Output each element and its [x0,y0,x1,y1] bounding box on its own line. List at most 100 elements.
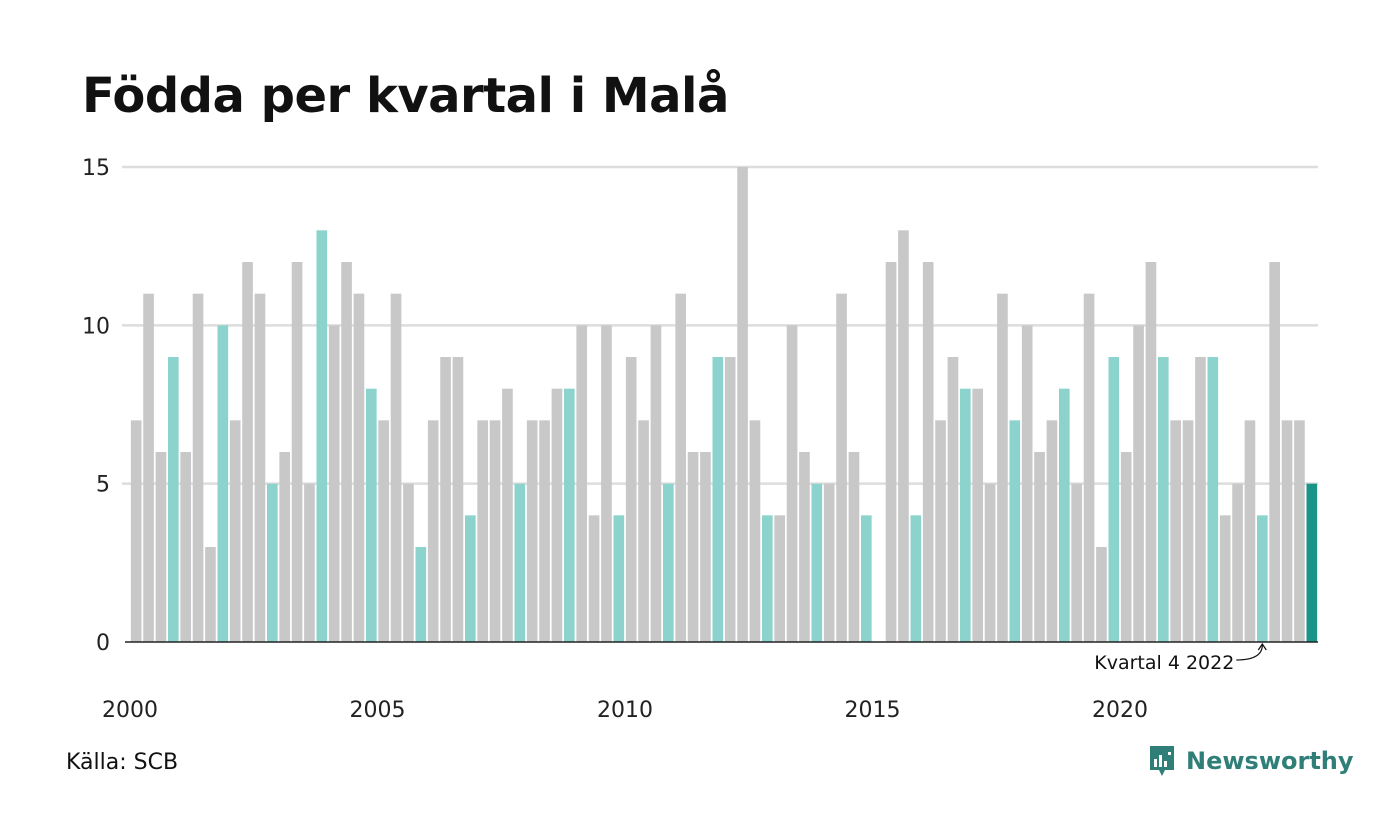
bar [823,483,835,642]
bar [749,420,761,642]
bar [576,325,588,642]
bar [786,325,798,642]
bar [588,515,600,642]
bar [328,325,340,642]
bar [1207,357,1219,642]
bar [799,452,810,642]
bar [1306,483,1318,642]
bar [638,420,649,642]
bar [947,357,959,642]
bar [192,293,204,642]
annotation-label: Kvartal 4 2022 [1094,652,1234,674]
bar [489,420,501,642]
bar [650,325,662,642]
bar [910,515,922,642]
bar [341,262,352,642]
bar [229,420,241,642]
bar [440,357,451,642]
bar [1058,388,1070,642]
bar [1083,293,1095,642]
bar [390,293,402,642]
bar [502,388,513,642]
bar [217,325,229,642]
bar [836,293,847,642]
bar [514,483,526,642]
bar [353,293,365,642]
bar [1256,515,1268,642]
bar [452,357,464,642]
bar [464,515,476,642]
bar [539,420,550,642]
bar [1071,483,1083,642]
bar [700,452,711,642]
brand-name: Newsworthy [1186,747,1354,775]
bar [1157,357,1169,642]
bar [403,483,414,642]
bars [130,167,1318,643]
bar [155,452,167,642]
x-tick-label: 2000 [102,698,158,723]
bar [427,420,439,642]
bar [526,420,538,642]
x-tick-label: 2010 [597,698,653,723]
bar [712,357,724,642]
bar [1281,420,1293,642]
bar [130,420,142,642]
newsworthy-logo-icon [1150,746,1174,776]
source-note: Källa: SCB [66,750,179,775]
x-tick-label: 2020 [1092,698,1148,723]
x-tick-label: 2005 [350,698,406,723]
bar [997,293,1008,642]
bar [774,515,786,642]
bar [959,388,971,642]
bar [1120,452,1132,642]
bar [205,547,216,642]
bar [601,325,612,642]
bar [761,515,773,642]
bar [1108,357,1120,642]
bar [1170,420,1182,642]
bar [1009,420,1021,642]
bar [180,452,192,642]
annotation-arrow [1236,644,1263,661]
bar [922,262,934,642]
bar [304,483,315,642]
bar [1269,262,1281,642]
annotation-arrowhead [1257,642,1267,651]
bar [1133,325,1144,642]
bar [563,388,575,642]
bar [898,230,909,643]
bar [811,483,823,642]
bar [1182,420,1194,642]
bar [291,262,303,642]
bar [687,452,699,642]
bar [1219,515,1231,642]
bar [1096,547,1107,642]
bar [885,262,897,642]
x-axis-ticks: 2000 2005 2010 2015 2020 [102,698,1148,723]
bar [1034,452,1045,642]
y-tick-label: 5 [96,473,110,498]
bar [1294,420,1305,642]
bar [266,483,278,642]
x-tick-label: 2015 [845,698,901,723]
y-tick-label: 15 [82,156,110,181]
bar [242,262,253,642]
bar [1046,420,1058,642]
bar [935,420,946,642]
bar [1145,262,1157,642]
bar [551,388,563,642]
bar [316,230,328,643]
bar [848,452,860,642]
y-tick-label: 10 [82,314,110,339]
bar [1232,483,1243,642]
bar [675,293,687,642]
bar [477,420,489,642]
y-axis-ticks: 0 5 10 15 [82,156,110,656]
bar [1244,420,1256,642]
chart-title: Födda per kvartal i Malå [82,68,729,124]
bar [860,515,872,642]
bar [662,483,674,642]
newsworthy-logo: Newsworthy [1148,744,1354,778]
